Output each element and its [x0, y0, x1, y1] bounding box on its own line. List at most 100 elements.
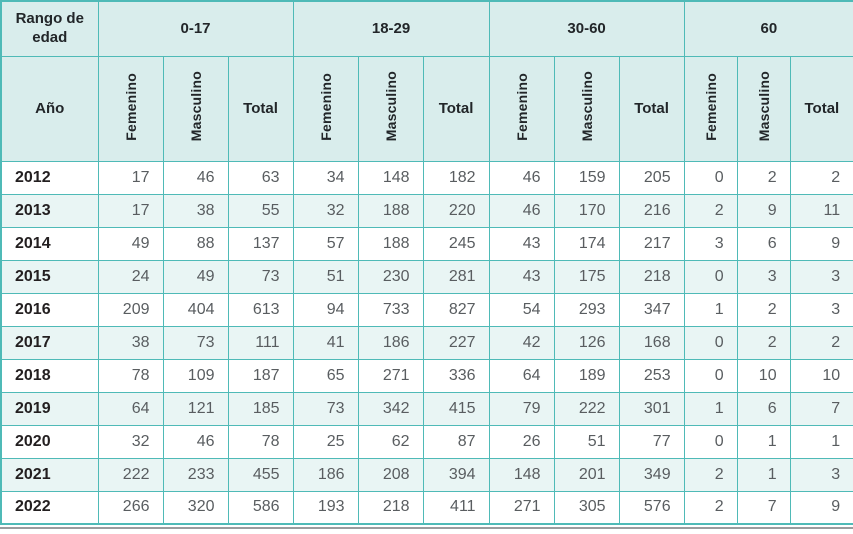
femenino-label: Femenino [317, 72, 334, 141]
value-cell: 1 [683, 391, 738, 426]
value-cell: 64 [488, 358, 555, 393]
value-cell: 137 [227, 226, 294, 261]
table-row: 2017 38 73 111 41 186 227 42 126 168 0 2 2 [0, 325, 853, 360]
table-row: 2016 209 404 613 94 733 827 54 293 347 1 2 3 [0, 292, 853, 327]
value-cell: 78 [97, 358, 164, 393]
value-cell: 46 [488, 160, 555, 195]
year-cell: 2013 [0, 193, 99, 228]
value-cell: 188 [357, 193, 424, 228]
value-cell: 121 [162, 391, 229, 426]
col-masculino-18-29: Masculino [357, 55, 424, 162]
year-cell: 2015 [0, 259, 99, 294]
value-cell: 51 [292, 259, 359, 294]
value-cell: 109 [162, 358, 229, 393]
value-cell: 3 [736, 259, 791, 294]
value-cell: 186 [357, 325, 424, 360]
value-cell: 2 [683, 193, 738, 228]
sub-header-row: Año Femenino Masculino Total Femenino Ma… [0, 55, 853, 162]
value-cell: 222 [553, 391, 620, 426]
value-cell: 266 [97, 490, 164, 525]
value-cell: 32 [292, 193, 359, 228]
value-cell: 126 [553, 325, 620, 360]
value-cell: 9 [789, 490, 853, 525]
value-cell: 394 [422, 457, 490, 492]
value-cell: 73 [162, 325, 229, 360]
value-cell: 6 [736, 226, 791, 261]
table-row: 2020 32 46 78 25 62 87 26 51 77 0 1 1 [0, 424, 853, 459]
value-cell: 3 [789, 292, 853, 327]
value-cell: 17 [97, 193, 164, 228]
value-cell: 576 [618, 490, 685, 525]
value-cell: 148 [357, 160, 424, 195]
value-cell: 25 [292, 424, 359, 459]
value-cell: 245 [422, 226, 490, 261]
value-cell: 0 [683, 160, 738, 195]
value-cell: 26 [488, 424, 555, 459]
value-cell: 49 [162, 259, 229, 294]
col-total-30-60: Total [618, 55, 685, 162]
value-cell: 73 [227, 259, 294, 294]
year-cell: 2018 [0, 358, 99, 393]
value-cell: 65 [292, 358, 359, 393]
value-cell: 586 [227, 490, 294, 525]
value-cell: 189 [553, 358, 620, 393]
value-cell: 43 [488, 259, 555, 294]
value-cell: 7 [789, 391, 853, 426]
col-masculino-60: Masculino [736, 55, 791, 162]
col-femenino-30-60: Femenino [488, 55, 555, 162]
value-cell: 24 [97, 259, 164, 294]
table-row: 2021 222 233 455 186 208 394 148 201 349 2 1 3 [0, 457, 853, 492]
col-total-18-29: Total [422, 55, 490, 162]
value-cell: 305 [553, 490, 620, 525]
value-cell: 0 [683, 358, 738, 393]
value-cell: 347 [618, 292, 685, 327]
value-cell: 733 [357, 292, 424, 327]
col-total-0-17: Total [227, 55, 294, 162]
value-cell: 2 [736, 325, 791, 360]
value-cell: 188 [357, 226, 424, 261]
value-cell: 17 [97, 160, 164, 195]
corner-label: Rango de edad [0, 0, 99, 57]
value-cell: 2 [736, 292, 791, 327]
value-cell: 227 [422, 325, 490, 360]
value-cell: 9 [736, 193, 791, 228]
value-cell: 78 [227, 424, 294, 459]
value-cell: 182 [422, 160, 490, 195]
age-group-header-row: Rango de edad 0-17 18-29 30-60 60 [0, 0, 853, 57]
value-cell: 222 [97, 457, 164, 492]
value-cell: 220 [422, 193, 490, 228]
value-cell: 73 [292, 391, 359, 426]
value-cell: 218 [357, 490, 424, 525]
year-cell: 2012 [0, 160, 99, 195]
value-cell: 0 [683, 325, 738, 360]
value-cell: 193 [292, 490, 359, 525]
masculino-label: Masculino [755, 71, 772, 142]
value-cell: 94 [292, 292, 359, 327]
table-row: 2015 24 49 73 51 230 281 43 175 218 0 3 3 [0, 259, 853, 294]
value-cell: 186 [292, 457, 359, 492]
value-cell: 411 [422, 490, 490, 525]
value-cell: 46 [162, 424, 229, 459]
value-cell: 336 [422, 358, 490, 393]
year-cell: 2021 [0, 457, 99, 492]
value-cell: 170 [553, 193, 620, 228]
value-cell: 49 [97, 226, 164, 261]
value-cell: 88 [162, 226, 229, 261]
table-header: Rango de edad 0-17 18-29 30-60 60 Año Fe… [0, 0, 853, 162]
value-cell: 148 [488, 457, 555, 492]
value-cell: 55 [227, 193, 294, 228]
femenino-label: Femenino [122, 72, 139, 141]
value-cell: 11 [789, 193, 853, 228]
masculino-label: Masculino [382, 71, 399, 142]
value-cell: 174 [553, 226, 620, 261]
value-cell: 271 [357, 358, 424, 393]
value-cell: 218 [618, 259, 685, 294]
masculino-label: Masculino [578, 71, 595, 142]
value-cell: 2 [683, 457, 738, 492]
value-cell: 230 [357, 259, 424, 294]
value-cell: 205 [618, 160, 685, 195]
masculino-label: Masculino [187, 71, 204, 142]
value-cell: 3 [683, 226, 738, 261]
